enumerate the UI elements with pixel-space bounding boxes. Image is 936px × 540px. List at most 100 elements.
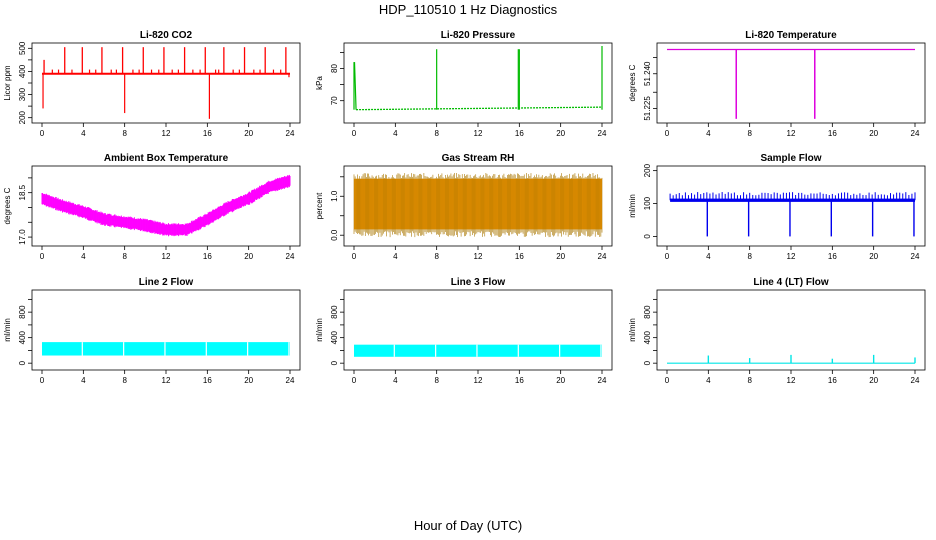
x-tick-label: 0 — [352, 129, 357, 138]
x-tick-label: 8 — [122, 129, 127, 138]
y-tick-label: 17.0 — [18, 229, 27, 245]
y-axis-label: percent — [315, 192, 324, 219]
panel-title: Li-820 Temperature — [745, 30, 837, 41]
y-tick-label: 80 — [330, 64, 339, 73]
panel-7: Line 2 Flow 0 4 8 12 16 20 24 0 400 800 ml/min — [3, 277, 301, 385]
x-tick-label: 24 — [911, 376, 920, 385]
x-tick-label: 12 — [787, 252, 796, 261]
x-tick-label: 16 — [828, 376, 837, 385]
y-tick-label: 400 — [18, 64, 27, 78]
panel-title: Line 3 Flow — [451, 277, 506, 288]
x-tick-label: 24 — [598, 129, 607, 138]
x-tick-label: 4 — [393, 376, 398, 385]
y-tick-label: 70 — [330, 96, 339, 105]
plot-frame — [343, 289, 613, 371]
panel-title: Li-820 Pressure — [441, 30, 516, 41]
x-tick-label: 0 — [352, 252, 357, 261]
panel-title: Line 2 Flow — [139, 277, 194, 288]
x-tick-label: 12 — [787, 376, 796, 385]
y-axis-label: degrees C — [3, 187, 12, 224]
series-marks — [669, 192, 916, 237]
series-band — [354, 344, 602, 357]
x-tick-label: 8 — [122, 252, 127, 261]
x-tick-label: 8 — [747, 252, 752, 261]
x-tick-label: 24 — [598, 376, 607, 385]
x-tick-label: 24 — [911, 252, 920, 261]
y-axis-label: ml/min — [628, 318, 637, 342]
x-tick-label: 16 — [203, 129, 212, 138]
x-tick-label: 16 — [515, 376, 524, 385]
series-line — [356, 106, 603, 111]
panel-title: Ambient Box Temperature — [104, 153, 229, 164]
x-tick-label: 20 — [244, 129, 253, 138]
panel-title: Line 4 (LT) Flow — [753, 277, 829, 288]
x-tick-label: 4 — [81, 252, 86, 261]
series-marks — [41, 174, 291, 237]
y-tick-label: 800 — [18, 305, 27, 319]
y-tick-label: 100 — [643, 196, 652, 210]
x-tick-label: 16 — [828, 252, 837, 261]
x-tick-label: 12 — [162, 376, 171, 385]
x-tick-label: 20 — [556, 252, 565, 261]
series-marks — [354, 344, 602, 357]
plot-frame — [656, 165, 926, 247]
x-tick-label: 24 — [286, 252, 295, 261]
y-tick-label: 400 — [18, 330, 27, 344]
x-tick-label: 8 — [122, 376, 127, 385]
x-tick-label: 16 — [203, 376, 212, 385]
x-tick-label: 12 — [162, 129, 171, 138]
x-tick-label: 4 — [706, 376, 711, 385]
x-tick-label: 4 — [706, 252, 711, 261]
y-tick-label: 0 — [330, 360, 339, 365]
x-tick-label: 12 — [787, 129, 796, 138]
x-tick-label: 0 — [665, 129, 670, 138]
panel-6: Sample Flow 0 4 8 12 16 20 24 0 100 200 ml/min — [628, 153, 926, 261]
y-axis-label: ml/min — [628, 194, 637, 218]
x-tick-label: 24 — [286, 129, 295, 138]
plot-frame — [31, 42, 301, 124]
y-axis-label: degrees C — [628, 64, 637, 101]
panel-4: Ambient Box Temperature 0 4 8 12 16 20 24 17.0 18… — [3, 153, 301, 261]
y-axis-label: ml/min — [3, 318, 12, 342]
x-tick-label: 16 — [203, 252, 212, 261]
y-axis-label: kPa — [315, 76, 324, 90]
series-marks — [667, 354, 916, 364]
plot-frame — [31, 289, 301, 371]
x-tick-label: 0 — [665, 376, 670, 385]
y-tick-label: 200 — [643, 163, 652, 177]
panel-title: Li-820 CO2 — [140, 30, 193, 41]
x-tick-label: 16 — [515, 129, 524, 138]
x-tick-label: 24 — [286, 376, 295, 385]
x-tick-label: 24 — [911, 129, 920, 138]
x-tick-label: 24 — [598, 252, 607, 261]
x-tick-label: 12 — [474, 129, 483, 138]
y-tick-label: 400 — [643, 330, 652, 344]
x-tick-label: 8 — [747, 376, 752, 385]
x-tick-label: 20 — [556, 376, 565, 385]
startup-trace — [353, 62, 357, 110]
x-tick-label: 4 — [393, 252, 398, 261]
x-tick-label: 4 — [81, 129, 86, 138]
panel-1: Li-820 CO2 0 4 8 12 16 20 24 200 300 400 500 Licor p… — [3, 30, 301, 138]
y-tick-label: 0.0 — [330, 229, 339, 241]
x-tick-label: 20 — [556, 129, 565, 138]
x-tick-label: 4 — [706, 129, 711, 138]
x-tick-label: 20 — [244, 252, 253, 261]
figure-title: HDP_110510 1 Hz Diagnostics — [378, 2, 558, 17]
panel-5: Gas Stream RH 0 4 8 12 16 20 24 0.0 1.0 percent — [315, 153, 613, 261]
panel-9: Line 4 (LT) Flow 0 4 8 12 16 20 24 0 400 800 ml/min — [628, 277, 926, 385]
series-band — [42, 342, 290, 356]
series-marks — [42, 47, 290, 119]
x-tick-label: 4 — [393, 129, 398, 138]
x-tick-label: 0 — [40, 252, 45, 261]
x-tick-label: 16 — [515, 252, 524, 261]
x-tick-label: 20 — [869, 252, 878, 261]
y-tick-label: 400 — [330, 330, 339, 344]
x-tick-label: 20 — [869, 376, 878, 385]
x-tick-label: 8 — [434, 252, 439, 261]
panel-2: Li-820 Pressure 0 4 8 12 16 20 24 70 80 kPa — [315, 30, 613, 138]
y-tick-label: 51.240 — [643, 61, 652, 86]
y-tick-label: 500 — [18, 41, 27, 55]
